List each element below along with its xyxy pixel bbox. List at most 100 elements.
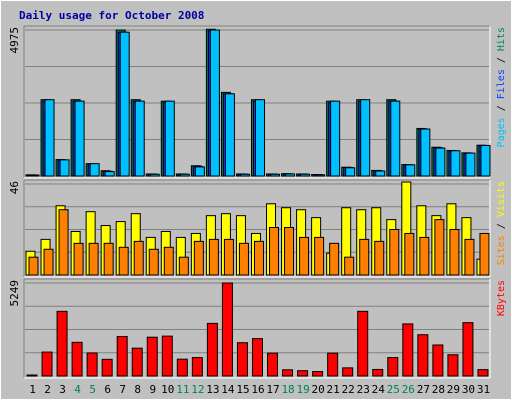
bar-pages-day-13 xyxy=(209,29,220,177)
bar-sites-day-12 xyxy=(193,240,204,276)
bar-kbytes-day-20 xyxy=(312,371,324,377)
bar-kbytes-day-13 xyxy=(206,322,218,377)
bar-kbytes-day-31 xyxy=(477,369,489,377)
bar-pages-day-28 xyxy=(435,147,446,177)
x-tick-label-day-14: 14 xyxy=(221,383,235,396)
bar-pages-day-22 xyxy=(345,167,356,177)
bar-kbytes-day-26 xyxy=(402,323,414,377)
bar-pages-day-15 xyxy=(239,173,250,177)
bar-pages-day-3 xyxy=(59,159,70,177)
x-tick-label-day-23: 23 xyxy=(357,383,370,396)
x-tick-label-day-3: 3 xyxy=(59,383,66,396)
bar-kbytes-day-30 xyxy=(462,322,474,377)
x-tick-label-day-13: 13 xyxy=(206,383,219,396)
panel-kbytes-legend: KBytes xyxy=(496,280,507,316)
bar-pages-day-4 xyxy=(74,100,85,177)
bar-kbytes-day-6 xyxy=(101,358,113,377)
bar-kbytes-day-10 xyxy=(161,335,173,377)
bar-sites-day-7 xyxy=(118,246,129,276)
x-tick-label-day-11: 11 xyxy=(176,383,189,396)
bar-pages-day-5 xyxy=(89,163,100,177)
bar-sites-day-24 xyxy=(374,240,385,276)
bar-sites-day-26 xyxy=(404,232,415,276)
bar-kbytes-day-24 xyxy=(372,368,384,377)
bar-pages-day-1 xyxy=(29,174,40,177)
legend-hits: Hits xyxy=(496,27,507,51)
bar-kbytes-day-23 xyxy=(357,310,369,377)
x-tick-label-day-29: 29 xyxy=(447,383,460,396)
bar-sites-day-11 xyxy=(178,256,189,276)
x-tick-label-day-12: 12 xyxy=(191,383,204,396)
bar-pages-day-14 xyxy=(224,93,235,177)
bar-sites-day-19 xyxy=(299,236,310,276)
bar-kbytes-day-28 xyxy=(432,344,444,377)
x-tick-label-day-25: 25 xyxy=(387,383,400,396)
bar-pages-day-24 xyxy=(375,170,386,177)
bar-pages-day-8 xyxy=(134,100,145,177)
bar-pages-day-25 xyxy=(390,100,401,177)
bar-pages-day-11 xyxy=(179,173,190,177)
bar-kbytes-day-19 xyxy=(297,370,309,377)
bar-sites-day-5 xyxy=(88,242,99,276)
bar-pages-day-26 xyxy=(405,164,416,177)
bar-kbytes-day-3 xyxy=(56,310,68,377)
bar-sites-day-2 xyxy=(43,248,54,276)
bar-sites-day-3 xyxy=(58,209,69,276)
x-tick-label-day-30: 30 xyxy=(462,383,475,396)
x-tick-label-day-10: 10 xyxy=(161,383,174,396)
bar-pages-day-17 xyxy=(270,173,281,177)
panel-kbytes-max-label: 5249 xyxy=(8,280,21,307)
x-tick-label-day-18: 18 xyxy=(281,383,294,396)
bar-sites-day-22 xyxy=(344,256,355,276)
bar-kbytes-day-12 xyxy=(191,357,203,377)
x-tick-label-day-16: 16 xyxy=(251,383,264,396)
x-tick-label-day-19: 19 xyxy=(296,383,309,396)
x-tick-label-day-4: 4 xyxy=(74,383,81,396)
bar-pages-day-23 xyxy=(360,99,371,177)
bar-sites-day-29 xyxy=(449,229,460,276)
bar-sites-day-20 xyxy=(314,236,325,276)
bar-sites-day-13 xyxy=(208,238,219,276)
bar-kbytes-day-17 xyxy=(267,352,279,377)
bar-sites-day-27 xyxy=(419,236,430,276)
x-tick-label-day-7: 7 xyxy=(119,383,126,396)
panel-kbytes: 5249 KBytes xyxy=(8,278,507,379)
bar-kbytes-day-7 xyxy=(116,335,128,377)
x-tick-label-day-5: 5 xyxy=(89,383,96,396)
bar-pages-day-16 xyxy=(254,99,265,177)
legend-files: Files xyxy=(496,69,507,99)
bar-pages-day-18 xyxy=(285,173,296,177)
series-pages xyxy=(29,29,491,177)
chart-panels: 4975 Pages / Files / Hits 46 Sites / Visits… xyxy=(8,25,507,379)
x-tick-label-day-1: 1 xyxy=(29,383,36,396)
bar-pages-day-12 xyxy=(194,166,205,177)
x-tick-label-day-26: 26 xyxy=(402,383,415,396)
bar-kbytes-day-16 xyxy=(251,338,263,377)
legend-sep-1: / xyxy=(496,99,507,117)
bar-kbytes-day-1 xyxy=(26,374,38,377)
bar-sites-day-1 xyxy=(28,256,39,276)
bar-kbytes-day-22 xyxy=(342,367,354,377)
x-tick-label-day-27: 27 xyxy=(417,383,430,396)
legend-pages: Pages xyxy=(496,117,507,147)
bar-kbytes-day-11 xyxy=(176,358,188,377)
bar-sites-day-15 xyxy=(238,242,249,276)
bar-sites-day-9 xyxy=(148,248,159,276)
panel-hits-files-pages-legend: Pages / Files / Hits xyxy=(496,27,507,147)
panel-hits-files-pages: 4975 Pages / Files / Hits xyxy=(8,25,507,179)
bar-sites-day-10 xyxy=(163,246,174,276)
bar-pages-day-6 xyxy=(104,171,115,177)
x-tick-label-day-31: 31 xyxy=(477,383,490,396)
bar-sites-day-16 xyxy=(253,240,264,276)
bar-sites-day-28 xyxy=(434,219,445,276)
bar-kbytes-day-18 xyxy=(282,369,294,377)
legend-sites: Sites xyxy=(496,235,507,265)
legend-visits: Visits xyxy=(496,181,507,217)
chart-title: Daily usage for October 2008 xyxy=(19,9,204,22)
x-tick-label-day-15: 15 xyxy=(236,383,249,396)
bar-sites-day-17 xyxy=(269,227,280,276)
bar-kbytes-day-25 xyxy=(387,357,399,377)
bar-pages-day-29 xyxy=(450,150,461,177)
